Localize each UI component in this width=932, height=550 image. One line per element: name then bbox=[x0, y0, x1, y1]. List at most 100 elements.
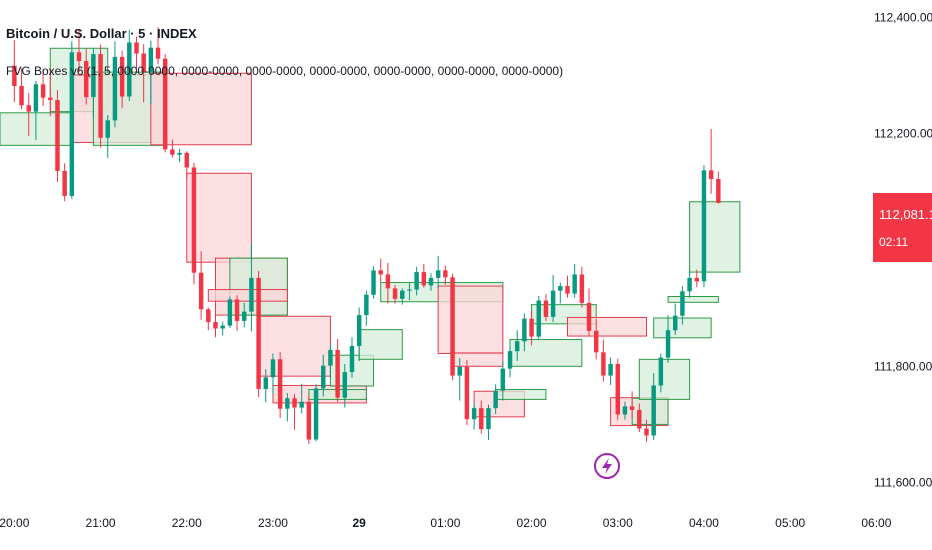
bullish-candle bbox=[658, 357, 664, 386]
bearish-candle bbox=[62, 170, 67, 196]
bearish-candle bbox=[644, 428, 649, 436]
bearish-fvg-box bbox=[150, 72, 252, 146]
time-tick-label: 01:00 bbox=[430, 516, 460, 530]
fvg-boxes-layer bbox=[0, 47, 741, 427]
bearish-fvg-box bbox=[437, 285, 504, 354]
time-tick-label: 21:00 bbox=[86, 516, 116, 530]
bullish-fvg-box bbox=[358, 329, 403, 360]
bearish-candle bbox=[529, 318, 534, 337]
bullish-candle bbox=[400, 290, 405, 299]
time-tick-label: 22:00 bbox=[172, 516, 202, 530]
bearish-candle bbox=[162, 58, 168, 150]
bearish-candle bbox=[40, 84, 46, 98]
bearish-candle bbox=[601, 352, 606, 376]
bullish-candle bbox=[665, 330, 671, 358]
time-tick-label: 06:00 bbox=[861, 516, 891, 530]
bullish-candle bbox=[349, 345, 355, 373]
bearish-candle bbox=[716, 179, 721, 203]
bullish-candle bbox=[220, 325, 225, 329]
bearish-candle bbox=[256, 277, 261, 389]
lightning-icon[interactable] bbox=[594, 453, 620, 479]
indicator-legend[interactable]: FVG Boxes v6 (1, 5, 0000-0000, 0000-0000… bbox=[6, 64, 564, 78]
bearish-candle bbox=[421, 272, 427, 286]
bullish-candle bbox=[342, 372, 348, 398]
bearish-candle bbox=[234, 299, 240, 321]
bullish-candle bbox=[572, 274, 577, 294]
chart-title: Bitcoin / U.S. Dollar · 5 · INDEX bbox=[6, 26, 197, 41]
bullish-candle bbox=[313, 388, 319, 440]
bullish-fvg-box bbox=[509, 339, 583, 367]
bullish-candle bbox=[414, 272, 419, 290]
bullish-candle bbox=[371, 270, 376, 295]
time-axis[interactable]: 20:00 21:00 22:00 23:00 29 01:00 02:00 03:00 04:… bbox=[0, 516, 932, 530]
time-tick-label: 29 bbox=[352, 516, 366, 530]
candles-layer bbox=[12, 27, 721, 445]
bearish-candle bbox=[76, 52, 82, 62]
bearish-candle bbox=[579, 274, 585, 303]
bullish-candle bbox=[242, 311, 247, 321]
time-tick-label: 23:00 bbox=[258, 516, 288, 530]
bearish-candle bbox=[708, 170, 714, 180]
bearish-fvg-box bbox=[566, 316, 648, 337]
bullish-candle bbox=[428, 277, 434, 286]
bullish-candle bbox=[112, 56, 118, 121]
bearish-candle bbox=[637, 409, 642, 429]
last-price-tag: 112,081.10 02:11 bbox=[873, 193, 932, 262]
bearish-candle bbox=[184, 152, 189, 168]
bullish-candle bbox=[471, 408, 477, 420]
bullish-candle bbox=[701, 170, 707, 282]
bullish-candle bbox=[500, 368, 506, 391]
bullish-candle bbox=[177, 152, 182, 155]
bullish-candle bbox=[127, 42, 132, 97]
bearish-candle bbox=[292, 398, 297, 408]
bearish-candle bbox=[565, 286, 570, 294]
bullish-candle bbox=[687, 277, 692, 292]
price-tick-label: 112,400.00 bbox=[874, 10, 932, 24]
bearish-candle bbox=[450, 277, 455, 376]
bullish-candle bbox=[33, 84, 39, 112]
bullish-candle bbox=[673, 315, 678, 331]
bearish-candle bbox=[378, 270, 383, 275]
bearish-candle bbox=[198, 272, 204, 310]
bearish-candle bbox=[119, 56, 125, 97]
time-tick-label: 02:00 bbox=[517, 516, 547, 530]
bullish-candle bbox=[514, 341, 520, 352]
bearish-candle bbox=[141, 53, 146, 73]
price-tick-label: 111,800.00 bbox=[874, 359, 932, 373]
bearish-candle bbox=[392, 288, 398, 299]
bearish-fvg-box bbox=[258, 315, 331, 377]
bullish-candle bbox=[522, 318, 527, 342]
bar-countdown-label: 02:11 bbox=[879, 235, 909, 249]
bullish-candle bbox=[550, 290, 556, 317]
bullish-candle bbox=[407, 289, 412, 291]
bullish-candle bbox=[299, 401, 304, 408]
bearish-candle bbox=[593, 330, 599, 353]
bearish-candle bbox=[443, 270, 448, 278]
bearish-candle bbox=[98, 54, 103, 138]
bearish-candle bbox=[306, 401, 312, 440]
bullish-fvg-box bbox=[638, 358, 691, 400]
bearish-candle bbox=[134, 42, 139, 54]
bullish-candle bbox=[493, 390, 498, 409]
bearish-candle bbox=[479, 408, 484, 430]
bearish-candle bbox=[385, 274, 391, 289]
bullish-candle bbox=[321, 365, 326, 389]
bullish-candle bbox=[227, 299, 233, 326]
bullish-candle bbox=[558, 286, 563, 291]
bullish-fvg-box bbox=[667, 296, 719, 303]
last-price-label: 112,081.10 bbox=[879, 207, 932, 222]
bullish-candle bbox=[680, 291, 685, 316]
bearish-candle bbox=[615, 363, 620, 415]
bullish-candle bbox=[69, 52, 75, 196]
price-tick-label: 111,600.00 bbox=[874, 476, 932, 490]
bearish-candle bbox=[55, 100, 60, 171]
bearish-candle bbox=[464, 366, 470, 420]
bearish-fvg-box bbox=[207, 289, 288, 302]
bullish-candle bbox=[364, 294, 369, 316]
price-tick-label: 112,200.00 bbox=[874, 127, 932, 141]
bearish-candle bbox=[83, 61, 89, 98]
bullish-candle bbox=[249, 277, 254, 312]
bullish-fvg-box bbox=[689, 201, 741, 273]
bearish-candle bbox=[543, 300, 549, 317]
